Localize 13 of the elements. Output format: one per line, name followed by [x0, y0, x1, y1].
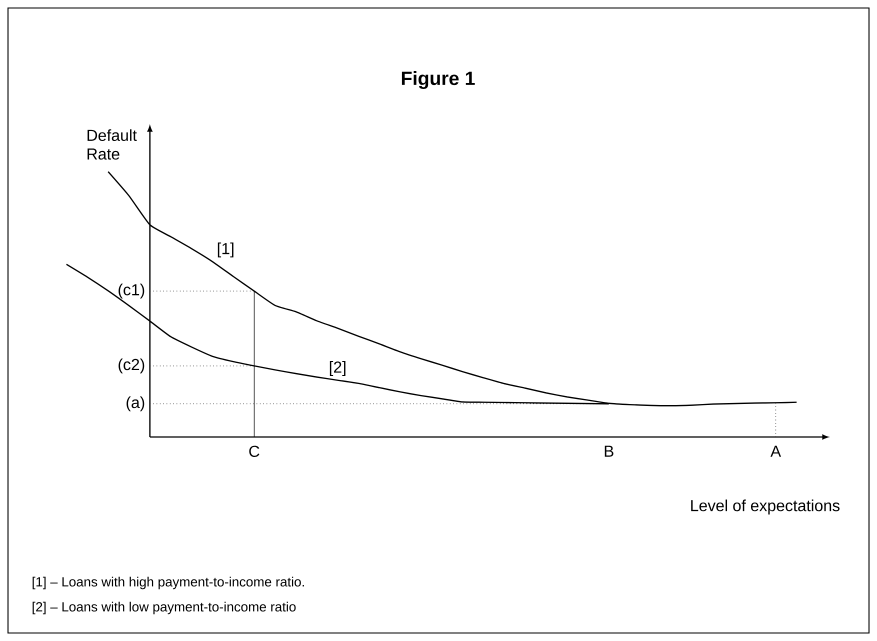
series-label: [2] [330, 361, 346, 376]
x-tick-label: A [770, 446, 782, 457]
ref-line-label: (a) [126, 396, 144, 412]
x-tick-label: C [249, 446, 260, 458]
text: [2] – Loans with low payment-to-income ratio [32, 602, 296, 614]
series-label: [1] [218, 242, 234, 258]
x-axis-title: Level of expectations [691, 500, 840, 514]
x-tick-label: B [604, 446, 614, 457]
ref-line-label: (c1) [118, 284, 144, 299]
text: [1] – Loans with high payment-to-income ratio. [32, 576, 304, 590]
y-axis-title: Default Rate [88, 129, 137, 160]
chart-title: Figure 1 [402, 71, 475, 89]
ref-line-label: (c2) [118, 358, 144, 374]
